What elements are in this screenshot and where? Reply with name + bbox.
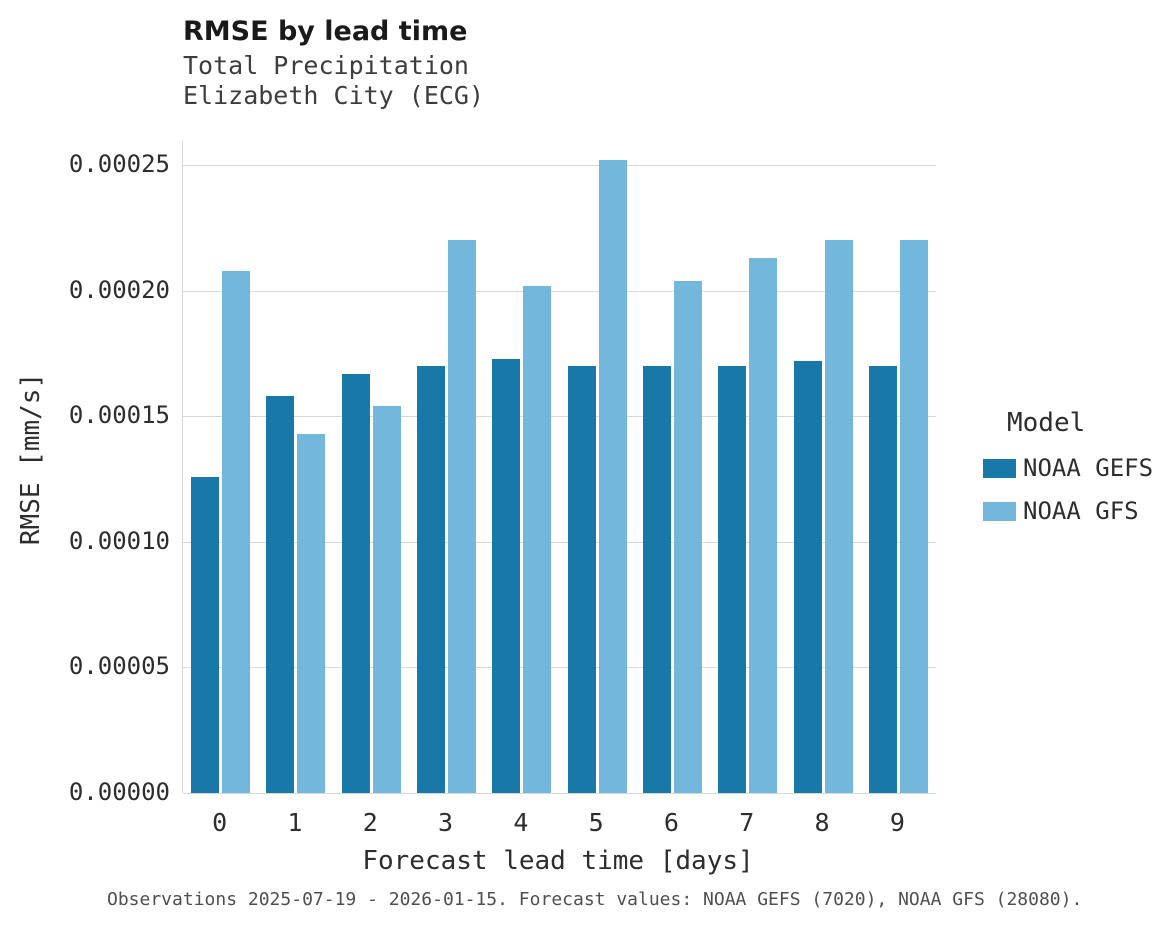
gridline: [183, 416, 936, 418]
bar-noaa-gefs-lead-6: [642, 366, 671, 793]
chart-subtitle-location: Elizabeth City (ECG): [183, 81, 485, 110]
bar-noaa-gfs-lead-3: [448, 240, 477, 793]
x-tick-label: 3: [438, 808, 454, 837]
bar-noaa-gfs-lead-7: [749, 258, 778, 793]
gridline: [183, 793, 936, 794]
caption: Observations 2025-07-19 - 2026-01-15. Fo…: [107, 889, 1083, 910]
bar-noaa-gfs-lead-5: [598, 160, 627, 793]
x-axis-label: Forecast lead time [days]: [362, 846, 754, 876]
legend-title: Model: [1007, 408, 1086, 438]
x-tick-label: 4: [513, 808, 529, 837]
bar-noaa-gefs-lead-7: [718, 366, 747, 793]
legend-swatch-icon: [983, 501, 1016, 521]
bar-noaa-gfs-lead-6: [673, 280, 702, 793]
y-tick-label: 0.00015: [68, 401, 170, 430]
gridline: [183, 290, 936, 292]
plot-panel: [182, 140, 936, 794]
bar-noaa-gefs-lead-9: [868, 366, 897, 793]
x-tick-label: 1: [287, 808, 303, 837]
bar-noaa-gfs-lead-9: [899, 240, 928, 793]
x-tick-label: 9: [889, 808, 905, 837]
legend: Model NOAA GEFS NOAA GFS: [983, 408, 1175, 540]
y-tick-label: 0.00005: [68, 652, 170, 681]
x-tick-label: 5: [588, 808, 604, 837]
legend-swatch-icon: [983, 458, 1016, 478]
legend-label: NOAA GFS: [1023, 497, 1139, 525]
gridline: [183, 165, 936, 167]
bar-noaa-gfs-lead-8: [824, 240, 853, 793]
bar-noaa-gfs-lead-0: [222, 270, 251, 793]
bar-noaa-gefs-lead-5: [567, 366, 596, 793]
legend-item-noaa-gfs: NOAA GFS: [983, 497, 1175, 525]
bar-noaa-gefs-lead-4: [492, 358, 521, 793]
chart-title: RMSE by lead time: [183, 16, 468, 47]
bar-noaa-gefs-lead-0: [191, 476, 220, 793]
y-tick-label: 0.00020: [68, 275, 170, 304]
y-axis-label: RMSE [mm/s]: [16, 372, 46, 546]
bar-noaa-gefs-lead-2: [341, 373, 370, 793]
bar-noaa-gfs-lead-1: [297, 433, 326, 793]
gridline: [183, 667, 936, 669]
x-tick-label: 2: [362, 808, 378, 837]
x-tick-label: 6: [663, 808, 679, 837]
bar-noaa-gfs-lead-2: [372, 406, 401, 793]
legend-item-noaa-gefs: NOAA GEFS: [983, 454, 1175, 482]
bar-noaa-gfs-lead-4: [523, 285, 552, 793]
chart-subtitle-variable: Total Precipitation: [183, 51, 469, 80]
bar-noaa-gefs-lead-1: [266, 396, 295, 793]
x-tick-label: 8: [814, 808, 830, 837]
y-tick-label: 0.00000: [68, 778, 170, 806]
bar-noaa-gefs-lead-3: [417, 366, 446, 793]
legend-label: NOAA GEFS: [1023, 454, 1154, 482]
x-tick-label: 0: [212, 808, 228, 837]
legend-items: NOAA GEFS NOAA GFS: [983, 454, 1175, 525]
bar-noaa-gefs-lead-8: [793, 361, 822, 793]
gridline: [183, 541, 936, 543]
y-tick-label: 0.00025: [68, 150, 170, 179]
y-tick-label: 0.00010: [68, 526, 170, 555]
x-tick-label: 7: [739, 808, 755, 837]
